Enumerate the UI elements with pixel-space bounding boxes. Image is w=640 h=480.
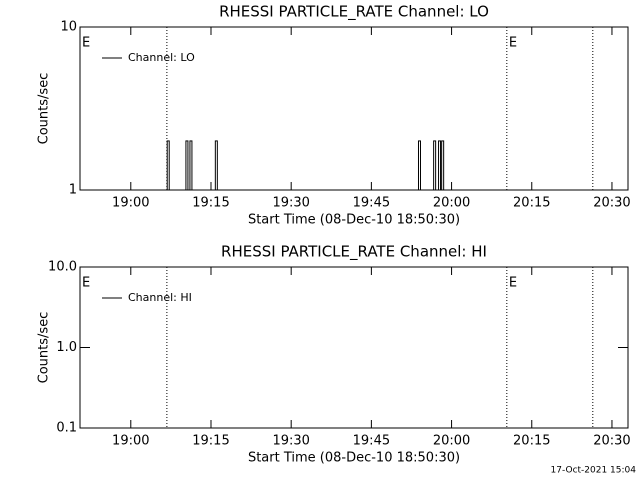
- annotation: E: [509, 36, 517, 51]
- x-tick-label: 19:45: [353, 434, 390, 449]
- spike: [189, 140, 193, 191]
- chart-title: RHESSI PARTICLE_RATE Channel: LO: [219, 3, 489, 22]
- x-tick-label: 20:00: [433, 434, 470, 449]
- x-tick-label: 19:15: [192, 196, 229, 211]
- spike: [214, 140, 218, 191]
- annotation: E: [509, 276, 517, 291]
- x-axis-label: Start Time (08-Dec-10 18:50:30): [248, 213, 460, 228]
- x-tick-label: 20:00: [433, 196, 470, 211]
- x-tick-label: 20:15: [513, 434, 550, 449]
- annotation: E: [82, 276, 90, 291]
- plot-frame: [79, 26, 629, 191]
- x-tick-label: 20:30: [593, 434, 630, 449]
- spike: [438, 140, 442, 191]
- spike: [185, 140, 189, 191]
- y-tick-label: 0.1: [56, 421, 77, 436]
- annotation: E: [82, 36, 90, 51]
- y-axis-label: Counts/sec: [37, 73, 52, 145]
- legend-label: Channel: HI: [128, 291, 192, 304]
- x-tick-label: 19:45: [353, 196, 390, 211]
- spike: [441, 140, 445, 191]
- y-tick-label: 10.0: [48, 260, 77, 275]
- spike: [417, 140, 421, 191]
- x-tick-label: 20:15: [513, 196, 550, 211]
- spike: [433, 140, 437, 191]
- y-tick-label: 1.0: [56, 340, 77, 355]
- x-tick-label: 20:30: [593, 196, 630, 211]
- y-tick-label: 1: [69, 183, 77, 198]
- y-axis-label: Counts/sec: [37, 312, 52, 384]
- x-tick-label: 19:30: [272, 434, 309, 449]
- legend-label: Channel: LO: [128, 51, 195, 64]
- x-tick-label: 19:30: [272, 196, 309, 211]
- x-tick-label: 19:00: [112, 434, 149, 449]
- chart-title: RHESSI PARTICLE_RATE Channel: HI: [221, 243, 487, 262]
- y-tick-label: 10: [60, 20, 77, 35]
- x-axis-label: Start Time (08-Dec-10 18:50:30): [248, 451, 460, 466]
- spike: [166, 140, 170, 191]
- footer: 17-Oct-2021 15:04: [551, 466, 637, 476]
- x-tick-label: 19:00: [112, 196, 149, 211]
- x-tick-label: 19:15: [192, 434, 229, 449]
